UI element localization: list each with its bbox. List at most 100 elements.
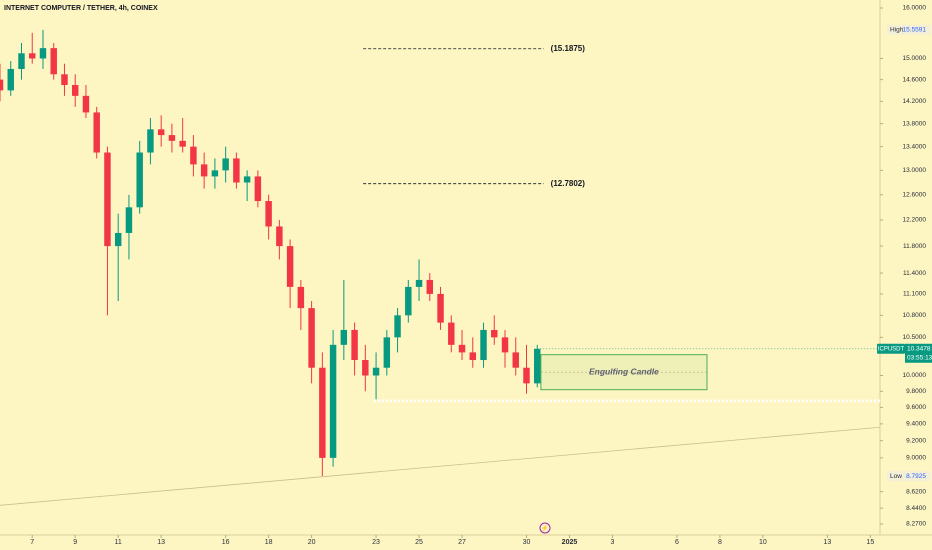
candle-body — [276, 226, 283, 247]
y-tick-label: 8.2700 — [906, 521, 926, 528]
candle-body — [157, 129, 165, 136]
event-icon[interactable] — [539, 522, 551, 534]
candle-body — [351, 329, 358, 361]
low-marker-label: Low — [890, 473, 902, 480]
y-tick-label: 15.0000 — [903, 55, 927, 62]
candle-body — [200, 164, 208, 177]
y-tick-label: 13.4000 — [903, 143, 927, 150]
candle-body — [222, 158, 229, 171]
candle-body — [286, 246, 294, 287]
candle-body — [0, 79, 4, 91]
candle-body — [39, 48, 47, 59]
candle-body — [61, 74, 68, 85]
candle-body — [71, 84, 79, 96]
candle-body — [415, 279, 423, 287]
x-tick-label: 23 — [372, 539, 380, 546]
y-tick-label: 10.8000 — [903, 312, 927, 319]
candle-body — [372, 367, 380, 376]
candle-body — [114, 232, 122, 247]
y-tick-label: 11.4000 — [903, 270, 926, 277]
level-label: (12.7802) — [551, 179, 586, 188]
x-tick-label: 30 — [523, 539, 531, 546]
candle-body — [233, 158, 240, 183]
candle-body — [168, 135, 176, 141]
chart-title: INTERNET COMPUTER / TETHER, 4h, COINEX — [4, 5, 158, 12]
y-tick-label: 9.0000 — [906, 455, 926, 462]
candle-body — [254, 176, 262, 202]
candle-body — [297, 286, 305, 309]
candle-body — [448, 322, 455, 345]
high-marker-value: 15.5591 — [903, 27, 927, 34]
engulfing-zone — [540, 354, 708, 391]
y-tick-label: 8.4400 — [906, 505, 926, 512]
candle-body — [104, 152, 111, 247]
y-tick-label: 10.0000 — [903, 372, 927, 379]
candle-body — [491, 329, 498, 338]
y-tick-label: 12.6000 — [903, 192, 927, 199]
candle-body — [405, 286, 412, 316]
candle-body — [18, 53, 25, 69]
trendline — [0, 426, 881, 506]
x-tick-label: 15 — [866, 539, 874, 546]
symbol-tag-label: ICPUSDT — [878, 346, 905, 352]
candle-body — [147, 129, 154, 153]
candle-body — [211, 170, 219, 177]
low-marker-box — [887, 471, 931, 482]
candle-body — [125, 207, 133, 233]
candle-body — [512, 352, 519, 368]
x-tick-label: 13 — [823, 539, 831, 546]
x-tick-label: 6 — [675, 539, 679, 546]
x-tick-label: 16 — [222, 539, 230, 546]
candle-body — [179, 140, 186, 147]
y-tick-label: 9.6000 — [906, 404, 926, 411]
y-tick-label: 10.5000 — [903, 334, 927, 341]
candle-body — [362, 360, 369, 376]
event-icon-glyph: ⚡ — [541, 524, 548, 532]
candle-body — [394, 315, 401, 338]
high-marker-label: High — [890, 27, 904, 34]
candle-body — [480, 329, 487, 361]
zone-label: Engulfing Candle — [589, 366, 659, 376]
y-tick-label: 13.8000 — [903, 120, 927, 127]
candle-body — [265, 201, 272, 227]
candle-body — [340, 329, 348, 345]
x-tick-label: 18 — [265, 539, 273, 546]
y-tick-label: 13.0000 — [903, 167, 927, 174]
low-marker-value: 8.7925 — [906, 473, 926, 480]
candle-body — [319, 367, 326, 458]
candle-body — [29, 53, 36, 59]
price-tag — [905, 343, 932, 363]
x-tick-label: 2025 — [562, 539, 578, 546]
y-tick-label: 11.1000 — [903, 291, 926, 298]
x-tick-label: 25 — [415, 539, 423, 546]
x-tick-label: 3 — [611, 539, 615, 546]
candle-body — [136, 152, 143, 208]
candle-body — [437, 293, 444, 323]
x-tick-label: 8 — [718, 539, 722, 546]
symbol-tag — [877, 343, 905, 354]
candle-body — [523, 367, 530, 384]
candle-body — [426, 279, 434, 294]
candle-body — [243, 176, 251, 183]
candle-body — [50, 48, 57, 75]
level-label: (15.1875) — [551, 44, 586, 53]
candle-body — [458, 344, 466, 353]
y-tick-label: 16.0000 — [903, 5, 927, 12]
y-tick-label: 9.4000 — [906, 421, 926, 428]
candle-body — [534, 348, 541, 384]
candle-body — [469, 352, 476, 361]
x-tick-label: 9 — [73, 539, 77, 546]
candle-body — [7, 68, 14, 91]
candle-body — [308, 308, 315, 368]
y-tick-label: 11.8000 — [903, 243, 926, 250]
y-tick-label: 12.2000 — [903, 217, 927, 224]
y-tick-label: 9.2000 — [906, 437, 926, 444]
candle-body — [501, 337, 509, 353]
candle-body — [190, 146, 197, 165]
x-tick-label: 20 — [308, 539, 316, 546]
y-tick-label: 14.2000 — [903, 98, 927, 105]
x-tick-label: 7 — [30, 539, 34, 546]
candle-body — [82, 95, 90, 113]
